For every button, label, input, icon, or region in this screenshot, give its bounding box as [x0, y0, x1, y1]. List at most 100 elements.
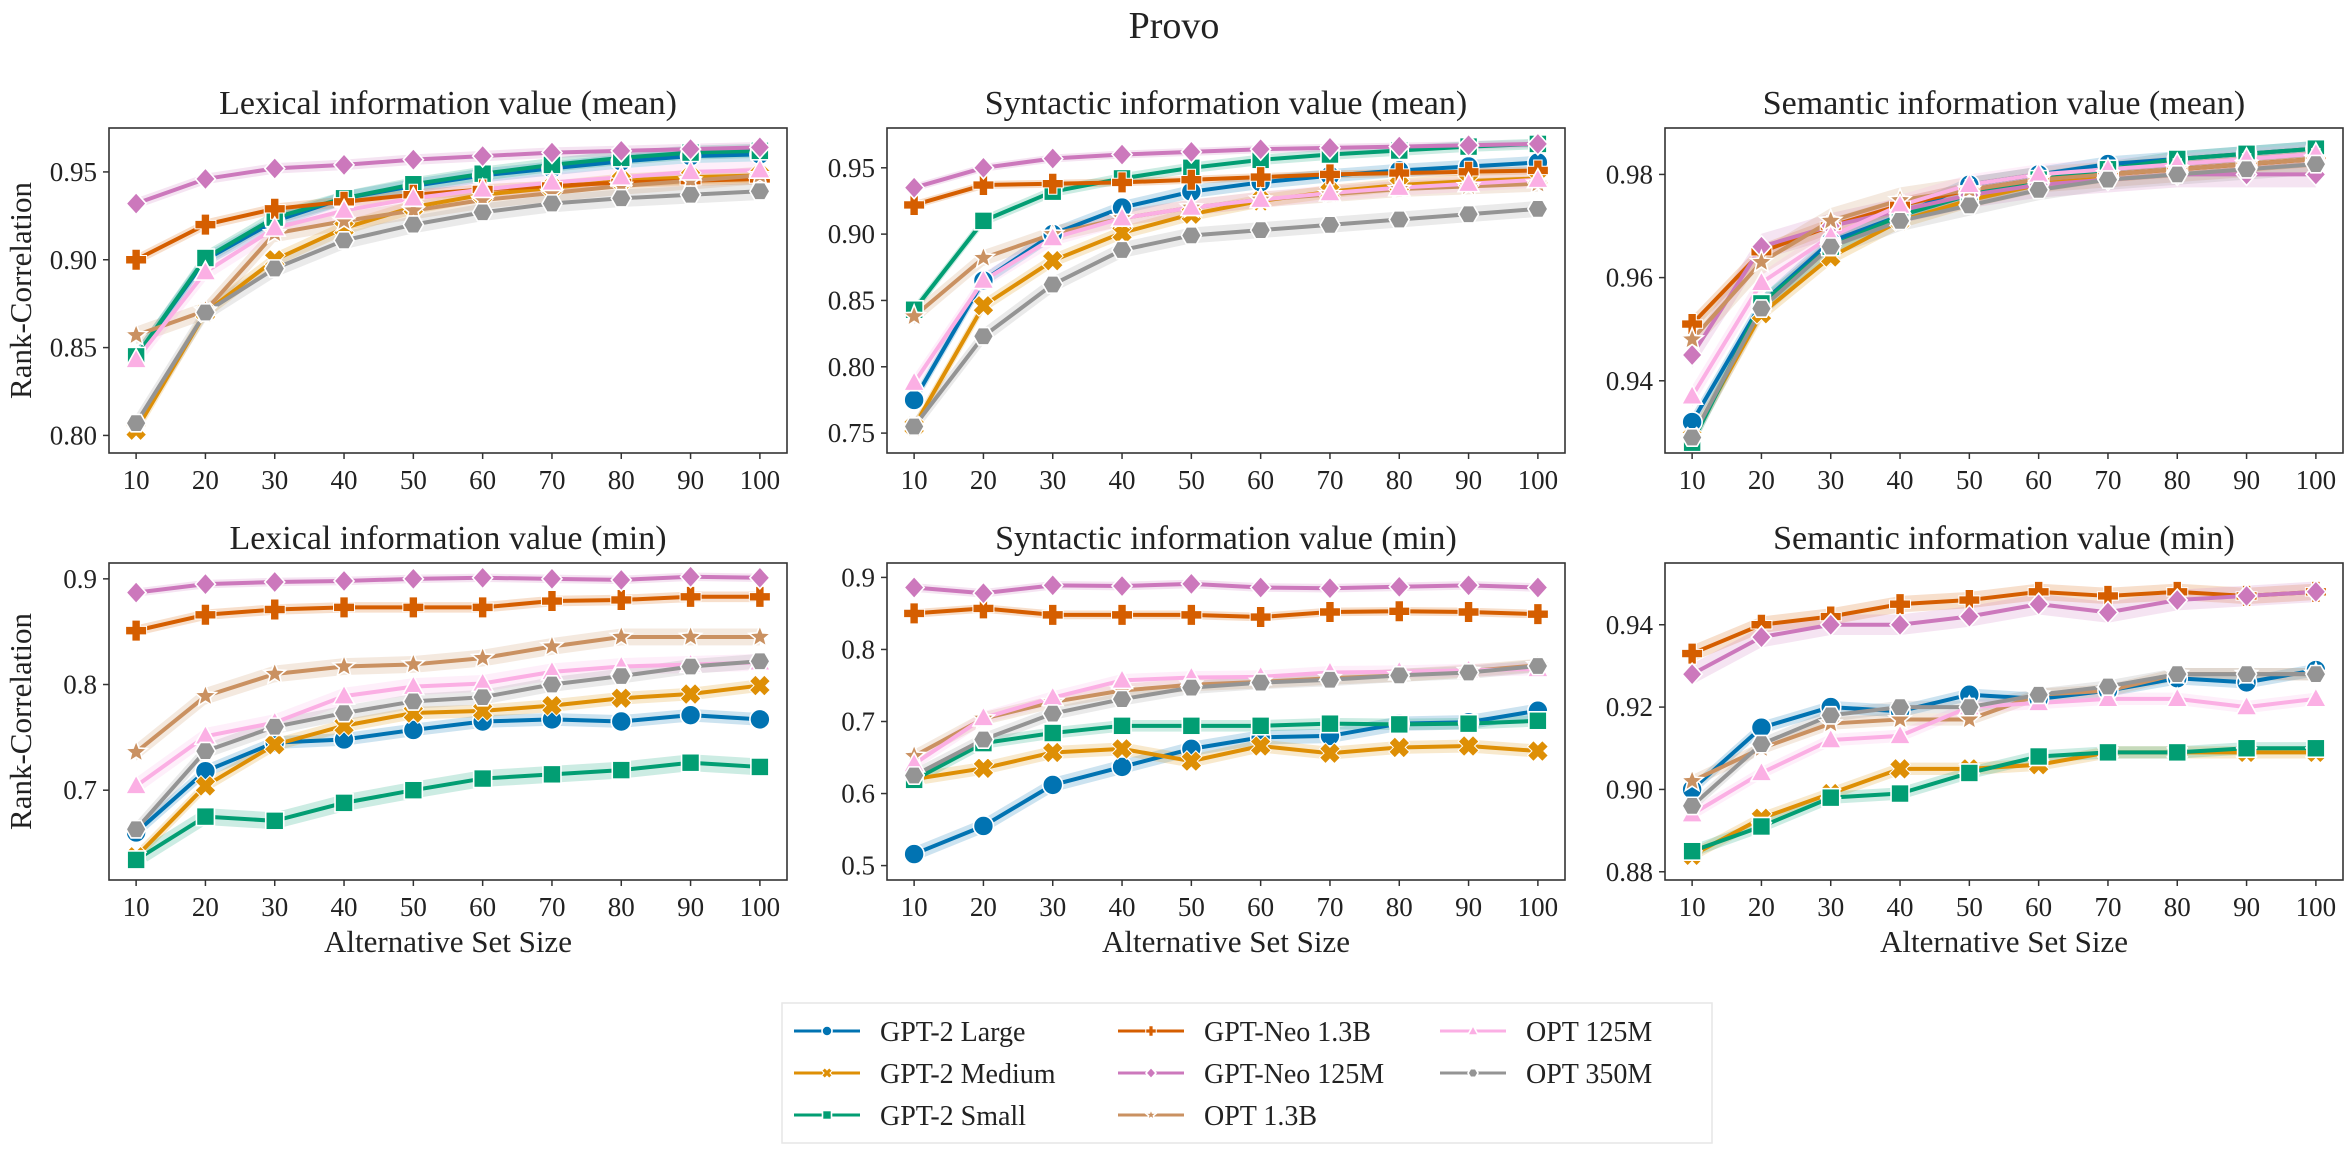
- series-points-gpt-neo-125m: [903, 131, 1549, 200]
- series-line-gpt-neo-1-3b: [135, 594, 760, 633]
- x-tick-label: 20: [192, 892, 219, 922]
- legend: GPT-2 Large GPT-2 Medium GPT-2 Small GPT-Ne…: [781, 1002, 1713, 1144]
- x-tick-label: 80: [1386, 892, 1413, 922]
- legend-marker: [821, 1067, 833, 1079]
- legend-label: OPT 350M: [1526, 1059, 1652, 1090]
- series-line-gpt-neo-1-3b: [913, 606, 1538, 620]
- figure-title: Provo: [1129, 5, 1220, 47]
- point-gpt-2-small: [1751, 816, 1772, 837]
- point-opt-125m: [609, 164, 634, 186]
- x-tick-label: 90: [2233, 465, 2260, 495]
- x-tick-label: 50: [1178, 892, 1205, 922]
- point-opt-350m: [679, 185, 702, 205]
- point-gpt-2-small: [611, 760, 632, 780]
- y-tick-label: 0.9: [841, 562, 875, 592]
- point-gpt-2-medium: [972, 757, 995, 780]
- point-opt-350m: [2304, 154, 2327, 174]
- point-opt-125m: [971, 705, 996, 727]
- legend-item-gpt-neo-1-3b: GPT-Neo 1.3B: [1118, 1017, 1371, 1048]
- point-gpt-neo-1-3b: [1180, 603, 1203, 626]
- x-tick-label: 80: [2164, 892, 2191, 922]
- point-opt-125m: [1749, 760, 1774, 782]
- series-points-gpt-neo-1-3b: [125, 585, 771, 642]
- axes-frame: [1664, 562, 2344, 881]
- series-points-opt-125m: [124, 157, 772, 369]
- point-opt-350m: [541, 675, 563, 694]
- point-gpt-neo-125m: [1750, 624, 1773, 650]
- point-opt-1-3b: [123, 321, 150, 347]
- legend-marker: [1144, 1066, 1158, 1080]
- point-gpt-neo-125m: [1681, 342, 1704, 368]
- point-gpt-neo-125m: [2235, 583, 2258, 609]
- point-gpt-neo-125m: [1110, 573, 1134, 599]
- x-tick-label: 60: [469, 892, 496, 922]
- series-line-gpt-neo-125m: [913, 141, 1538, 190]
- point-opt-350m: [610, 188, 633, 208]
- legend-label: GPT-2 Medium: [880, 1059, 1056, 1090]
- band-gpt-neo-1-3b: [914, 604, 1538, 622]
- band-gpt-neo-125m: [1692, 581, 2316, 685]
- point-gpt-2-medium: [1041, 249, 1064, 272]
- point-gpt-neo-1-3b: [540, 590, 563, 613]
- x-tick-label: 90: [2233, 892, 2260, 922]
- point-gpt-2-small: [1820, 787, 1841, 808]
- point-opt-350m: [1889, 697, 1911, 717]
- point-opt-350m: [2027, 685, 2050, 705]
- y-tick-label: 0.8: [63, 670, 97, 700]
- point-gpt-2-large: [1041, 774, 1064, 796]
- point-gpt-neo-1-3b: [1889, 593, 1912, 616]
- x-tick-label: 50: [1956, 892, 1983, 922]
- series-line-opt-350m: [1690, 162, 2317, 439]
- x-tick-label: 100: [2296, 892, 2337, 922]
- point-opt-350m: [2166, 164, 2189, 184]
- point-opt-350m: [1958, 195, 1981, 215]
- point-gpt-2-large: [903, 843, 925, 865]
- x-tick-label: 100: [740, 465, 781, 495]
- point-gpt-2-small: [1528, 710, 1548, 731]
- point-opt-350m: [1180, 678, 1203, 698]
- point-gpt-neo-1-3b: [1318, 163, 1341, 186]
- legend-marker: [1466, 1023, 1480, 1036]
- point-opt-1-3b: [677, 623, 704, 649]
- y-axis-label: Rank-Correlation: [3, 613, 38, 830]
- x-tick-label: 10: [123, 892, 150, 922]
- point-gpt-2-large: [749, 708, 771, 731]
- plot-area: [901, 131, 1551, 438]
- point-opt-1-3b: [538, 632, 565, 658]
- panel-title: Semantic information value (min): [1773, 520, 2235, 557]
- legend-item-gpt-2-large: GPT-2 Large: [794, 1017, 1025, 1048]
- point-opt-350m: [2097, 170, 2119, 190]
- y-tick-label: 0.90: [828, 219, 875, 249]
- point-opt-1-3b: [608, 623, 635, 649]
- series-points-gpt-2-small: [1682, 738, 2326, 861]
- point-opt-1-3b: [400, 650, 427, 676]
- legend-marker: [1467, 1067, 1479, 1079]
- y-tick-label: 0.88: [1606, 857, 1653, 887]
- point-gpt-neo-125m: [1526, 575, 1549, 600]
- point-gpt-neo-125m: [1318, 135, 1342, 161]
- band-opt-125m: [914, 662, 1538, 771]
- series-line-gpt-2-large: [1690, 668, 2317, 791]
- series-line-gpt-2-large: [134, 713, 761, 834]
- point-opt-350m: [1249, 220, 1272, 240]
- y-tick-label: 0.90: [1606, 774, 1653, 804]
- panel-semantic-information-value-mean: Semantic information value (mean) 0.94 0.9…: [1606, 85, 2344, 495]
- series-points-opt-350m: [903, 199, 1549, 436]
- series-line-gpt-2-small: [912, 141, 1538, 311]
- point-gpt-neo-125m: [1180, 139, 1203, 165]
- legend-item-opt-350m: OPT 350M: [1440, 1059, 1652, 1090]
- series-points-gpt-2-small: [126, 752, 770, 870]
- series-points-opt-125m: [902, 167, 1550, 392]
- point-gpt-2-small: [1959, 763, 1980, 783]
- point-gpt-neo-1-3b: [1526, 603, 1549, 626]
- point-opt-125m: [971, 267, 996, 290]
- point-gpt-neo-125m: [2096, 600, 2120, 625]
- point-opt-350m: [125, 413, 148, 433]
- series-points-gpt-neo-125m: [1681, 579, 2327, 687]
- series-line-gpt-2-small: [134, 148, 760, 358]
- series-points-gpt-neo-125m: [125, 135, 771, 216]
- point-gpt-neo-1-3b: [1111, 171, 1134, 194]
- point-gpt-2-medium: [972, 294, 995, 317]
- point-gpt-neo-1-3b: [1681, 642, 1704, 665]
- legend-item-gpt-neo-125m: GPT-Neo 125M: [1118, 1059, 1384, 1090]
